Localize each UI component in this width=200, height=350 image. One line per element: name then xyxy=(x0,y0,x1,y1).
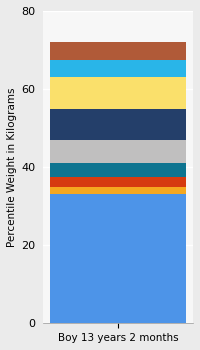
Bar xyxy=(50,108,186,140)
Y-axis label: Percentile Weight in Kilograms: Percentile Weight in Kilograms xyxy=(7,88,17,247)
Bar xyxy=(50,177,186,187)
Bar xyxy=(50,163,186,177)
Bar xyxy=(50,77,186,108)
Bar xyxy=(50,195,186,323)
Bar xyxy=(50,140,186,163)
Bar xyxy=(50,187,186,195)
Bar xyxy=(50,60,186,77)
Bar xyxy=(50,42,186,60)
